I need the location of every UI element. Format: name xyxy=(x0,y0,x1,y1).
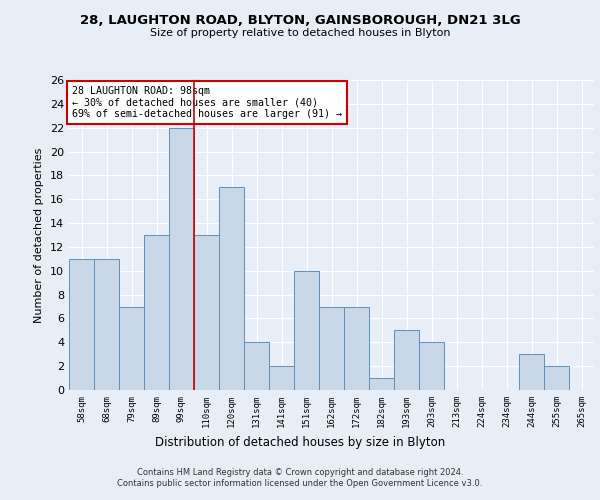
Bar xyxy=(244,342,269,390)
Bar xyxy=(194,235,219,390)
Bar xyxy=(319,306,344,390)
Bar xyxy=(219,188,244,390)
Bar xyxy=(119,306,144,390)
Text: 28, LAUGHTON ROAD, BLYTON, GAINSBOROUGH, DN21 3LG: 28, LAUGHTON ROAD, BLYTON, GAINSBOROUGH,… xyxy=(80,14,520,28)
Text: Contains public sector information licensed under the Open Government Licence v3: Contains public sector information licen… xyxy=(118,480,482,488)
Bar xyxy=(369,378,394,390)
Bar xyxy=(519,354,544,390)
Text: 28 LAUGHTON ROAD: 98sqm
← 30% of detached houses are smaller (40)
69% of semi-de: 28 LAUGHTON ROAD: 98sqm ← 30% of detache… xyxy=(71,86,341,120)
Bar xyxy=(94,259,119,390)
Bar xyxy=(144,235,169,390)
Bar xyxy=(269,366,294,390)
Bar xyxy=(169,128,194,390)
Bar xyxy=(344,306,369,390)
Bar xyxy=(544,366,569,390)
Text: Distribution of detached houses by size in Blyton: Distribution of detached houses by size … xyxy=(155,436,445,449)
Bar xyxy=(294,271,319,390)
Text: Size of property relative to detached houses in Blyton: Size of property relative to detached ho… xyxy=(150,28,450,38)
Y-axis label: Number of detached properties: Number of detached properties xyxy=(34,148,44,322)
Text: Contains HM Land Registry data © Crown copyright and database right 2024.: Contains HM Land Registry data © Crown c… xyxy=(137,468,463,477)
Bar xyxy=(419,342,444,390)
Bar xyxy=(69,259,94,390)
Bar xyxy=(394,330,419,390)
